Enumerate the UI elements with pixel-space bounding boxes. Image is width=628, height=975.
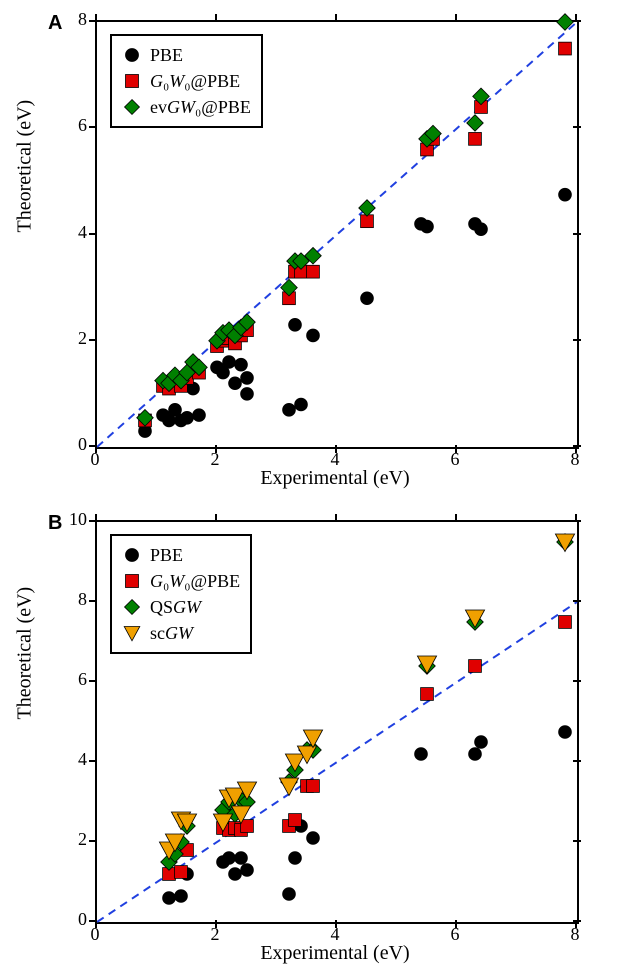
legend-item: G₀W₀@PBE (122, 68, 251, 94)
legend-marker-icon (122, 571, 142, 591)
legend-label: scGW (150, 623, 193, 644)
xtick-label: 6 (445, 449, 465, 470)
xtick-label: 4 (325, 924, 345, 945)
legend-item: G₀W₀@PBE (122, 568, 240, 594)
ytick-label: 6 (61, 115, 87, 136)
legend-label: evGW₀@PBE (150, 97, 251, 118)
panel-a-xlabel: Experimental (eV) (95, 467, 575, 490)
ytick-label: 0 (61, 434, 87, 455)
legend-marker-icon (122, 623, 142, 643)
legend-label: PBE (150, 545, 183, 566)
panel-a-legend: PBE G₀W₀@PBE evGW₀@PBE (110, 34, 263, 128)
ytick-label: 6 (61, 669, 87, 690)
legend-label: PBE (150, 45, 183, 66)
xtick-label: 4 (325, 449, 345, 470)
legend-item: PBE (122, 542, 240, 568)
legend-marker-icon (122, 97, 142, 117)
legend-item: scGW (122, 620, 240, 646)
figure: A Theoretical (eV) Experimental (eV) PBE… (0, 0, 628, 975)
panel-b-legend: PBE G₀W₀@PBE QSGW scGW (110, 534, 252, 654)
xtick-label: 0 (85, 924, 105, 945)
ytick-label: 2 (61, 328, 87, 349)
ytick-label: 8 (61, 9, 87, 30)
legend-item: PBE (122, 42, 251, 68)
ytick-label: 4 (61, 222, 87, 243)
legend-marker-icon (122, 597, 142, 617)
legend-marker-icon (122, 71, 142, 91)
xtick-label: 8 (565, 924, 585, 945)
xtick-label: 6 (445, 924, 465, 945)
panel-b-xlabel: Experimental (eV) (95, 942, 575, 965)
xtick-label: 8 (565, 449, 585, 470)
legend-label: QSGW (150, 597, 201, 618)
legend-label: G₀W₀@PBE (150, 571, 240, 592)
ytick-label: 0 (61, 909, 87, 930)
legend-label: G₀W₀@PBE (150, 71, 240, 92)
xtick-label: 0 (85, 449, 105, 470)
xtick-label: 2 (205, 924, 225, 945)
legend-item: QSGW (122, 594, 240, 620)
legend-marker-icon (122, 45, 142, 65)
ytick-label: 10 (61, 509, 87, 530)
xtick-label: 2 (205, 449, 225, 470)
legend-marker-icon (122, 545, 142, 565)
ytick-label: 8 (61, 589, 87, 610)
ytick-label: 4 (61, 749, 87, 770)
ytick-label: 2 (61, 829, 87, 850)
legend-item: evGW₀@PBE (122, 94, 251, 120)
